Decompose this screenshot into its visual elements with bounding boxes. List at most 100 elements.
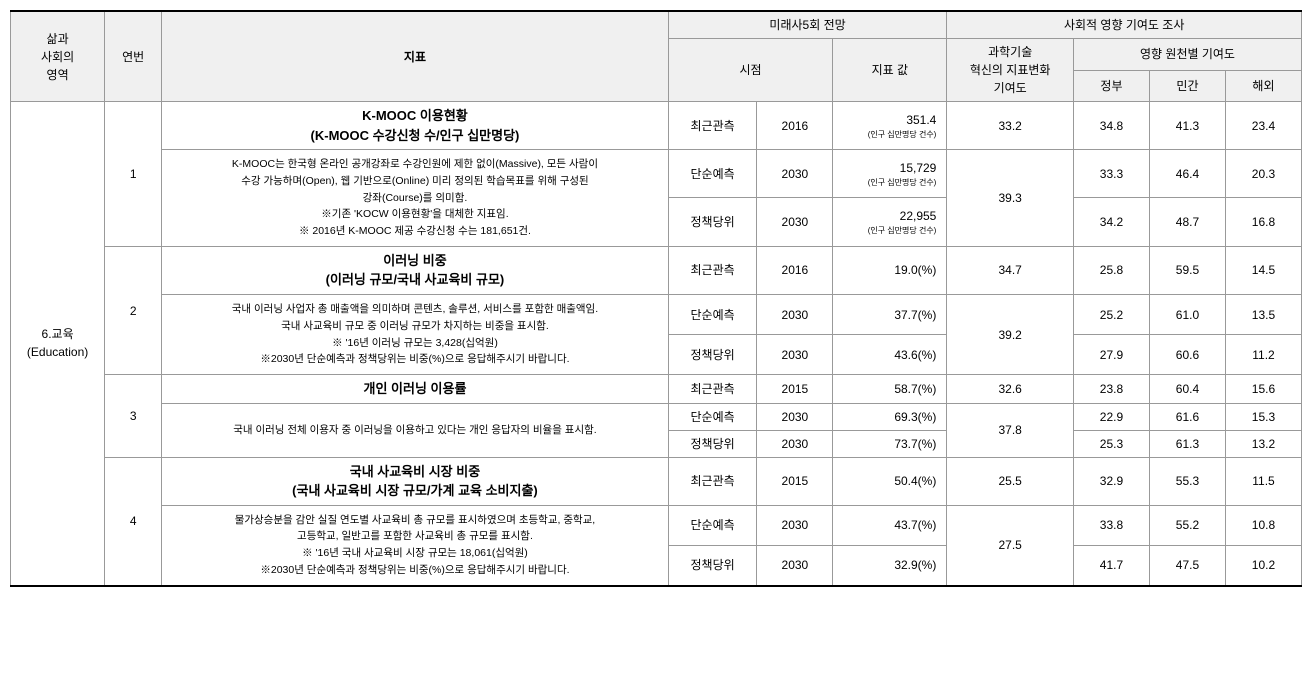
cell-gov: 33.8 <box>1073 505 1149 545</box>
cell-desc: K-MOOC는 한국형 온라인 공개강좌로 수강인원에 제한 없이(Massiv… <box>162 150 669 247</box>
cell-tech: 39.2 <box>947 294 1074 374</box>
cell-priv: 55.2 <box>1149 505 1225 545</box>
cell-timepoint: 최근관측 <box>668 102 757 150</box>
cell-priv: 60.4 <box>1149 375 1225 404</box>
cell-over: 13.5 <box>1225 294 1301 334</box>
cell-priv: 46.4 <box>1149 150 1225 198</box>
cell-gov: 25.2 <box>1073 294 1149 334</box>
cell-value: 43.7(%) <box>833 505 947 545</box>
cell-desc: 물가상승분을 감안 실질 연도별 사교육비 총 규모를 표시하였으며 초등학교,… <box>162 505 669 586</box>
col-social: 사회적 영향 기여도 조사 <box>947 11 1302 39</box>
cell-tech: 39.3 <box>947 150 1074 247</box>
cell-priv: 55.3 <box>1149 457 1225 505</box>
cell-over: 16.8 <box>1225 198 1301 247</box>
cell-year: 2015 <box>757 375 833 404</box>
cell-over: 15.6 <box>1225 375 1301 404</box>
cell-value: 37.7(%) <box>833 294 947 334</box>
col-tech: 과학기술혁신의 지표변화기여도 <box>947 39 1074 102</box>
cell-timepoint: 최근관측 <box>668 375 757 404</box>
cell-priv: 61.6 <box>1149 403 1225 430</box>
cell-priv: 61.3 <box>1149 430 1225 457</box>
cell-gov: 27.9 <box>1073 335 1149 375</box>
cell-gov: 32.9 <box>1073 457 1149 505</box>
cell-tech: 37.8 <box>947 403 1074 457</box>
cell-over: 20.3 <box>1225 150 1301 198</box>
cell-year: 2030 <box>757 150 833 198</box>
cell-year: 2030 <box>757 545 833 586</box>
cell-num: 3 <box>105 375 162 458</box>
cell-area: 6.교육(Education) <box>11 102 105 586</box>
cell-timepoint: 정책당위 <box>668 335 757 375</box>
cell-year: 2016 <box>757 102 833 150</box>
cell-tech: 27.5 <box>947 505 1074 586</box>
cell-priv: 60.6 <box>1149 335 1225 375</box>
cell-year: 2030 <box>757 198 833 247</box>
cell-gov: 34.2 <box>1073 198 1149 247</box>
cell-priv: 61.0 <box>1149 294 1225 334</box>
cell-value: 22,955(인구 십만명당 건수) <box>833 198 947 247</box>
cell-year: 2030 <box>757 403 833 430</box>
cell-value: 19.0(%) <box>833 246 947 294</box>
table-row: 6.교육(Education)1K-MOOC 이용현황(K-MOOC 수강신청 … <box>11 102 1302 150</box>
col-gov: 정부 <box>1073 70 1149 102</box>
table-row: 3개인 이러닝 이용률최근관측201558.7(%)32.623.860.415… <box>11 375 1302 404</box>
cell-gov: 34.8 <box>1073 102 1149 150</box>
cell-timepoint: 정책당위 <box>668 430 757 457</box>
cell-year: 2030 <box>757 505 833 545</box>
cell-over: 23.4 <box>1225 102 1301 150</box>
cell-year: 2030 <box>757 335 833 375</box>
cell-num: 2 <box>105 246 162 374</box>
cell-timepoint: 단순예측 <box>668 505 757 545</box>
col-num: 연번 <box>105 11 162 102</box>
cell-timepoint: 단순예측 <box>668 150 757 198</box>
cell-timepoint: 최근관측 <box>668 246 757 294</box>
cell-timepoint: 최근관측 <box>668 457 757 505</box>
cell-value: 32.9(%) <box>833 545 947 586</box>
cell-gov: 25.3 <box>1073 430 1149 457</box>
cell-over: 10.2 <box>1225 545 1301 586</box>
cell-over: 10.8 <box>1225 505 1301 545</box>
cell-over: 13.2 <box>1225 430 1301 457</box>
cell-desc: 국내 이러닝 전체 이용자 중 이러닝을 이용하고 있다는 개인 응답자의 비율… <box>162 403 669 457</box>
cell-timepoint: 단순예측 <box>668 403 757 430</box>
table-row: 2이러닝 비중(이러닝 규모/국내 사교육비 규모)최근관측201619.0(%… <box>11 246 1302 294</box>
cell-priv: 47.5 <box>1149 545 1225 586</box>
cell-value: 15,729(인구 십만명당 건수) <box>833 150 947 198</box>
cell-title: 개인 이러닝 이용률 <box>162 375 669 404</box>
cell-tech: 33.2 <box>947 102 1074 150</box>
cell-desc: 국내 이러닝 사업자 총 매출액을 의미하며 콘텐츠, 솔루션, 서비스를 포함… <box>162 294 669 374</box>
table-row: 4국내 사교육비 시장 비중(국내 사교육비 시장 규모/가계 교육 소비지출)… <box>11 457 1302 505</box>
cell-gov: 23.8 <box>1073 375 1149 404</box>
col-indicator: 지표 <box>162 11 669 102</box>
cell-value: 58.7(%) <box>833 375 947 404</box>
cell-over: 15.3 <box>1225 403 1301 430</box>
cell-priv: 59.5 <box>1149 246 1225 294</box>
cell-timepoint: 정책당위 <box>668 545 757 586</box>
col-forecast: 미래사5회 전망 <box>668 11 947 39</box>
cell-title: 이러닝 비중(이러닝 규모/국내 사교육비 규모) <box>162 246 669 294</box>
cell-over: 11.5 <box>1225 457 1301 505</box>
cell-value: 351.4(인구 십만명당 건수) <box>833 102 947 150</box>
cell-gov: 41.7 <box>1073 545 1149 586</box>
cell-over: 14.5 <box>1225 246 1301 294</box>
cell-over: 11.2 <box>1225 335 1301 375</box>
table-row: K-MOOC는 한국형 온라인 공개강좌로 수강인원에 제한 없이(Massiv… <box>11 150 1302 198</box>
cell-timepoint: 정책당위 <box>668 198 757 247</box>
cell-value: 69.3(%) <box>833 403 947 430</box>
cell-year: 2030 <box>757 294 833 334</box>
col-value: 지표 값 <box>833 39 947 102</box>
table-row: 국내 이러닝 사업자 총 매출액을 의미하며 콘텐츠, 솔루션, 서비스를 포함… <box>11 294 1302 334</box>
cell-year: 2030 <box>757 430 833 457</box>
cell-num: 4 <box>105 457 162 586</box>
cell-priv: 48.7 <box>1149 198 1225 247</box>
cell-tech: 34.7 <box>947 246 1074 294</box>
col-priv: 민간 <box>1149 70 1225 102</box>
cell-title: 국내 사교육비 시장 비중(국내 사교육비 시장 규모/가계 교육 소비지출) <box>162 457 669 505</box>
cell-year: 2015 <box>757 457 833 505</box>
cell-gov: 25.8 <box>1073 246 1149 294</box>
col-over: 해외 <box>1225 70 1301 102</box>
table-row: 물가상승분을 감안 실질 연도별 사교육비 총 규모를 표시하였으며 초등학교,… <box>11 505 1302 545</box>
cell-timepoint: 단순예측 <box>668 294 757 334</box>
cell-num: 1 <box>105 102 162 247</box>
data-table: 삶과사회의영역 연번 지표 미래사5회 전망 사회적 영향 기여도 조사 시점 … <box>10 10 1302 587</box>
